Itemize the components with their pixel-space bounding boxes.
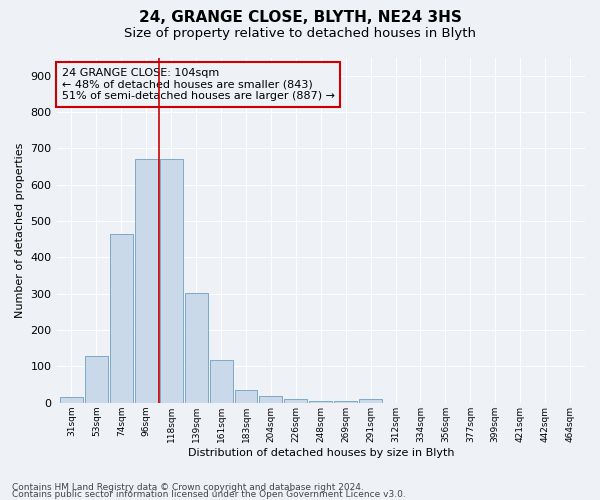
- Bar: [110, 234, 133, 403]
- Bar: [284, 399, 307, 403]
- Bar: [135, 158, 158, 403]
- Bar: [334, 401, 357, 403]
- X-axis label: Distribution of detached houses by size in Blyth: Distribution of detached houses by size …: [188, 448, 454, 458]
- Bar: [310, 401, 332, 403]
- Bar: [259, 396, 283, 403]
- Text: Contains HM Land Registry data © Crown copyright and database right 2024.: Contains HM Land Registry data © Crown c…: [12, 484, 364, 492]
- Bar: [359, 399, 382, 403]
- Text: Contains public sector information licensed under the Open Government Licence v3: Contains public sector information licen…: [12, 490, 406, 499]
- Bar: [185, 293, 208, 403]
- Bar: [60, 396, 83, 403]
- Bar: [85, 356, 108, 403]
- Y-axis label: Number of detached properties: Number of detached properties: [15, 142, 25, 318]
- Text: Size of property relative to detached houses in Blyth: Size of property relative to detached ho…: [124, 28, 476, 40]
- Text: 24 GRANGE CLOSE: 104sqm
← 48% of detached houses are smaller (843)
51% of semi-d: 24 GRANGE CLOSE: 104sqm ← 48% of detache…: [62, 68, 335, 101]
- Bar: [160, 158, 182, 403]
- Bar: [209, 360, 233, 403]
- Bar: [235, 390, 257, 403]
- Text: 24, GRANGE CLOSE, BLYTH, NE24 3HS: 24, GRANGE CLOSE, BLYTH, NE24 3HS: [139, 10, 461, 25]
